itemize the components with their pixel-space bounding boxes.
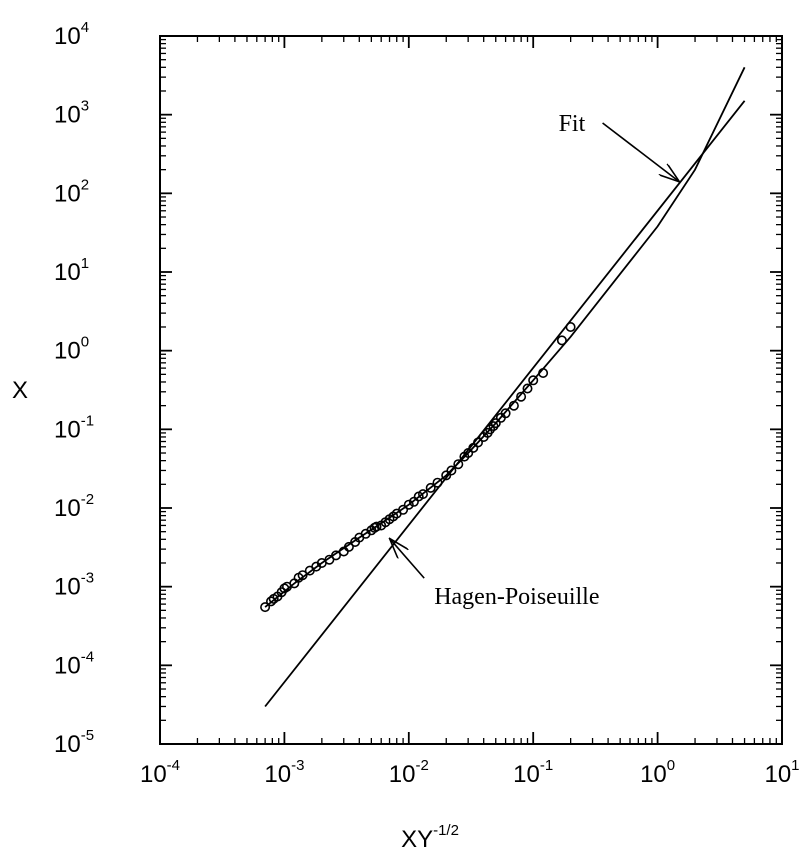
- y-tick-label: 10-4: [54, 648, 94, 679]
- data-point: [463, 447, 474, 458]
- y-tick-label-base: 10: [54, 180, 81, 207]
- y-tick-label-base: 10: [54, 259, 81, 286]
- x-tick-label-exponent: 0: [667, 757, 675, 774]
- scatter-points: [260, 321, 576, 613]
- y-tick-label: 101: [54, 255, 89, 286]
- y-tick-label: 10-2: [54, 491, 94, 522]
- y-tick-label-exponent: 1: [81, 255, 89, 272]
- y-tick-label-exponent: 4: [81, 19, 89, 36]
- annotation-hagen-poiseuille-arrow: [390, 538, 425, 579]
- x-tick-labels: 10-4 10-3 10-2 10-1 100 101: [140, 757, 800, 788]
- x-tick-label-base: 10: [389, 761, 416, 788]
- plot-frame: [159, 35, 783, 745]
- series-line-fit: [264, 66, 746, 608]
- data-point: [488, 421, 499, 432]
- data-point: [441, 470, 452, 481]
- x-tick-label: 100: [640, 757, 675, 788]
- data-point: [417, 489, 428, 500]
- data-point: [500, 408, 511, 419]
- data-point: [556, 335, 567, 346]
- data-point: [453, 459, 464, 470]
- x-tick-label: 10-4: [140, 757, 180, 788]
- data-point: [528, 375, 539, 386]
- y-tick-label-exponent: -4: [81, 648, 94, 665]
- annotation-hagen-poiseuille-label: Hagen-Poiseuille: [434, 584, 599, 610]
- data-point: [432, 477, 443, 488]
- x-tick-label-base: 10: [264, 761, 291, 788]
- x-tick-label-base: 10: [640, 761, 667, 788]
- x-tick-label-exponent: -3: [291, 757, 304, 774]
- y-tick-label-exponent: 0: [81, 334, 89, 351]
- y-tick-label-exponent: 3: [81, 98, 89, 115]
- y-tick-label: 10-3: [54, 570, 94, 601]
- data-point: [446, 465, 457, 476]
- x-tick-label-base: 10: [513, 761, 540, 788]
- data-point: [330, 550, 341, 561]
- series-line-hagen-poiseuille: [264, 100, 746, 708]
- x-tick-label-exponent: -4: [167, 757, 180, 774]
- y-tick-label: 102: [54, 176, 89, 207]
- data-point: [508, 400, 519, 411]
- annotation-fit-arrow: [602, 122, 680, 182]
- y-tick-label-base: 10: [54, 574, 81, 601]
- y-tick-label-base: 10: [54, 652, 81, 679]
- x-tick-label: 10-2: [389, 757, 429, 788]
- y-tick-label: 10-1: [54, 412, 94, 443]
- series-lines: [264, 66, 746, 708]
- y-tick-label-base: 10: [54, 102, 81, 129]
- data-point: [538, 367, 549, 378]
- data-point: [490, 418, 501, 429]
- data-point: [425, 482, 436, 493]
- y-tick-label: 103: [54, 98, 89, 129]
- y-tick-label: 100: [54, 334, 89, 365]
- y-axis-label: X: [12, 377, 28, 404]
- y-tick-label: 10-5: [54, 727, 94, 758]
- y-tick-label-exponent: -3: [81, 570, 94, 587]
- y-tick-label-exponent: -1: [81, 412, 94, 429]
- y-tick-label-base: 10: [54, 338, 81, 365]
- x-axis-label: XY-1/2: [401, 822, 459, 853]
- x-tick-label-exponent: -1: [540, 757, 553, 774]
- y-tick-label-exponent: -5: [81, 727, 94, 744]
- data-point: [472, 437, 483, 448]
- y-tick-label-base: 10: [54, 23, 81, 50]
- y-tick-label: 104: [54, 19, 89, 50]
- x-axis-label-base: XY: [401, 826, 433, 853]
- x-tick-label-base: 10: [140, 761, 167, 788]
- y-tick-label-exponent: 2: [81, 176, 89, 193]
- x-tick-label-exponent: -2: [415, 757, 428, 774]
- data-point: [522, 383, 533, 394]
- y-tick-label-base: 10: [54, 731, 81, 758]
- y-tick-label-exponent: -2: [81, 491, 94, 508]
- data-point: [343, 541, 354, 552]
- data-point: [260, 602, 271, 613]
- major-ticks: [159, 35, 783, 745]
- annotations: Fit Hagen-Poiseuille: [390, 111, 680, 610]
- minor-ticks: [160, 36, 782, 744]
- y-tick-label-base: 10: [54, 416, 81, 443]
- data-point: [398, 504, 409, 515]
- data-point: [297, 570, 308, 581]
- x-axis-label-exponent: -1/2: [433, 822, 459, 839]
- data-point: [565, 321, 576, 332]
- data-point: [403, 499, 414, 510]
- x-tick-label: 10-1: [513, 757, 553, 788]
- data-point: [265, 596, 276, 607]
- data-point: [516, 391, 527, 402]
- y-tick-label-base: 10: [54, 495, 81, 522]
- x-tick-label: 101: [764, 757, 799, 788]
- x-tick-label-exponent: 1: [791, 757, 799, 774]
- data-point: [371, 521, 382, 532]
- x-tick-label: 10-3: [264, 757, 304, 788]
- x-tick-label-base: 10: [764, 761, 791, 788]
- annotation-fit-label: Fit: [559, 111, 586, 137]
